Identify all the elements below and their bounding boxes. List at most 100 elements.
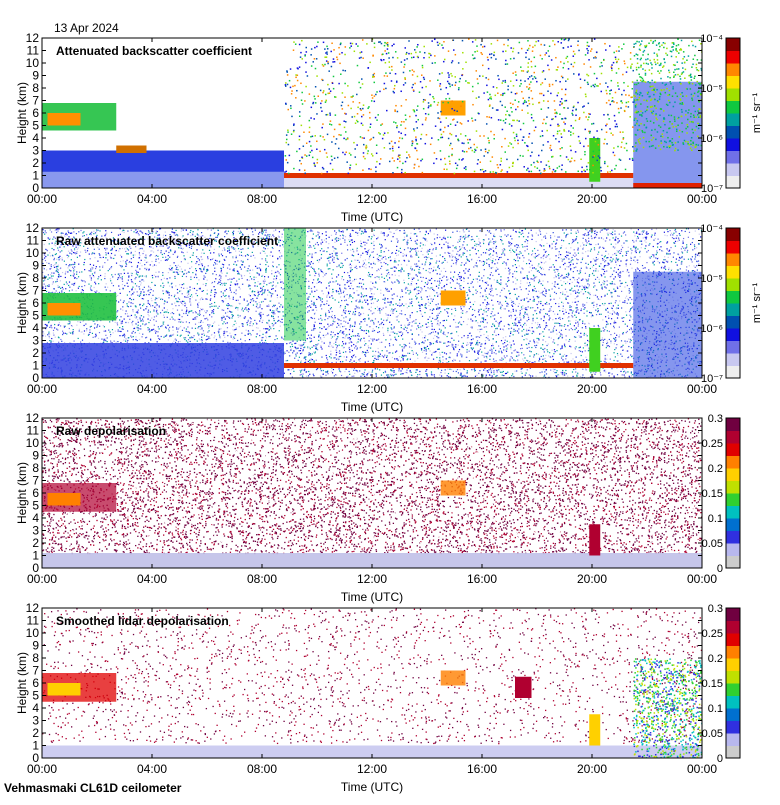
colorbar-segment xyxy=(726,633,740,646)
colorbar-segment xyxy=(726,228,740,241)
low-cloud-base xyxy=(284,173,633,178)
plot-area xyxy=(42,38,703,188)
y-tick-label: 9 xyxy=(32,449,39,463)
cloud-15h xyxy=(441,291,466,306)
y-tick-label: 8 xyxy=(32,461,39,475)
low-clear xyxy=(284,178,633,188)
colorbar-tick-label: 10⁻⁶ xyxy=(700,133,723,145)
colorbar-segment xyxy=(726,493,740,506)
colorbar-tick-label: 0.15 xyxy=(702,678,723,690)
mid-cloud-core xyxy=(48,683,81,696)
colorbar-segment xyxy=(726,708,740,721)
x-tick-label: 16:00 xyxy=(467,382,497,396)
colorbar-segment xyxy=(726,138,740,151)
x-tick-label: 16:00 xyxy=(467,192,497,206)
x-tick-label: 08:00 xyxy=(247,192,277,206)
colorbar-tick-label: 10⁻⁵ xyxy=(700,83,723,95)
colorbar-segment xyxy=(726,328,740,341)
rain-base xyxy=(633,183,702,188)
colorbar-segment xyxy=(726,151,740,164)
y-tick-label: 2 xyxy=(32,536,39,550)
colorbar-segment xyxy=(726,266,740,279)
mid-cloud-core xyxy=(48,493,81,506)
y-tick-label: 1 xyxy=(32,549,39,563)
y-tick-label: 4 xyxy=(32,511,39,525)
footer-label: Vehmasmaki CL61D ceilometer xyxy=(4,781,182,795)
colorbar-tick-label: 0 xyxy=(717,753,723,765)
colorbar-segment xyxy=(726,241,740,254)
y-tick-label: 6 xyxy=(32,296,39,310)
y-axis-label: Height (km) xyxy=(15,462,29,524)
panel-title: Smoothed lidar depolarisation xyxy=(56,614,229,628)
low-cloud-base xyxy=(284,363,633,368)
cloud-17h xyxy=(515,677,532,698)
colorbar-tick-label: 0 xyxy=(717,563,723,575)
colorbar-segment xyxy=(726,746,740,759)
x-tick-label: 08:00 xyxy=(247,762,277,776)
colorbar-tick-label: 0.15 xyxy=(702,488,723,500)
colorbar-segment xyxy=(726,353,740,366)
y-tick-label: 7 xyxy=(32,94,39,108)
boundary-layer xyxy=(42,343,284,378)
y-axis-label: Height (km) xyxy=(15,82,29,144)
y-tick-label: 7 xyxy=(32,664,39,678)
panel-title: Raw attenuated backscatter coefficient xyxy=(56,234,278,248)
y-tick-label: 8 xyxy=(32,81,39,95)
y-tick-label: 9 xyxy=(32,639,39,653)
y-tick-label: 10 xyxy=(26,246,40,260)
rain-region xyxy=(633,272,702,378)
colorbar-segment xyxy=(726,88,740,101)
colorbar-tick-label: 0.1 xyxy=(708,703,723,715)
colorbar-segment xyxy=(726,163,740,176)
y-tick-label: 2 xyxy=(32,346,39,360)
colorbar-segment xyxy=(726,608,740,621)
colorbar-segment xyxy=(726,63,740,76)
x-tick-label: 20:00 xyxy=(577,382,607,396)
colorbar: 10⁻⁷10⁻⁶10⁻⁵10⁻⁴m⁻¹ sr⁻¹ xyxy=(700,33,763,195)
x-tick-label: 00:00 xyxy=(27,382,57,396)
colorbar-segment xyxy=(726,341,740,354)
y-tick-label: 11 xyxy=(27,234,40,248)
colorbar-segment xyxy=(726,303,740,316)
y-tick-label: 3 xyxy=(32,334,39,348)
x-axis-label: Time (UTC) xyxy=(341,210,403,224)
colorbar: 00.050.10.150.20.250.3 xyxy=(702,413,740,575)
x-tick-label: 12:00 xyxy=(357,572,387,586)
colorbar-segment xyxy=(726,518,740,531)
convective-column xyxy=(589,714,600,745)
cloud-15h xyxy=(441,481,466,496)
y-tick-label: 3 xyxy=(32,714,39,728)
colorbar-segment xyxy=(726,418,740,431)
y-axis-label: Height (km) xyxy=(15,652,29,714)
colorbar-tick-label: 10⁻⁴ xyxy=(700,223,723,235)
colorbar-segment xyxy=(726,696,740,709)
panel-title: Attenuated backscatter coefficient xyxy=(56,44,252,58)
colorbar-segment xyxy=(726,683,740,696)
colorbar-tick-label: 0.25 xyxy=(702,628,723,640)
colorbar-segment xyxy=(726,556,740,569)
colorbar-segment xyxy=(726,76,740,89)
y-tick-label: 11 xyxy=(27,424,40,438)
colorbar: 00.050.10.150.20.250.3 xyxy=(702,603,740,765)
colorbar-tick-label: 10⁻⁷ xyxy=(701,373,723,385)
colorbar-segment xyxy=(726,721,740,734)
x-axis-label: Time (UTC) xyxy=(341,780,403,794)
y-tick-label: 5 xyxy=(32,689,39,703)
panel-beta_raw: Raw attenuated backscatter coefficient01… xyxy=(15,221,763,414)
x-tick-label: 04:00 xyxy=(137,192,167,206)
colorbar-tick-label: 10⁻⁵ xyxy=(700,273,723,285)
y-tick-label: 3 xyxy=(32,144,39,158)
y-tick-label: 12 xyxy=(26,31,40,45)
y-tick-label: 1 xyxy=(32,169,39,183)
colorbar-tick-label: 0.2 xyxy=(708,463,723,475)
y-tick-label: 10 xyxy=(26,56,40,70)
x-tick-label: 08:00 xyxy=(247,572,277,586)
panel-depol_smooth: Smoothed lidar depolarisation01234567891… xyxy=(15,601,740,794)
colorbar-tick-label: 0.25 xyxy=(702,438,723,450)
colorbar-tick-label: 0.3 xyxy=(708,413,723,425)
bg xyxy=(42,608,702,758)
colorbar-segment xyxy=(726,126,740,139)
colorbar-tick-label: 10⁻⁴ xyxy=(700,33,723,45)
x-tick-label: 04:00 xyxy=(137,572,167,586)
